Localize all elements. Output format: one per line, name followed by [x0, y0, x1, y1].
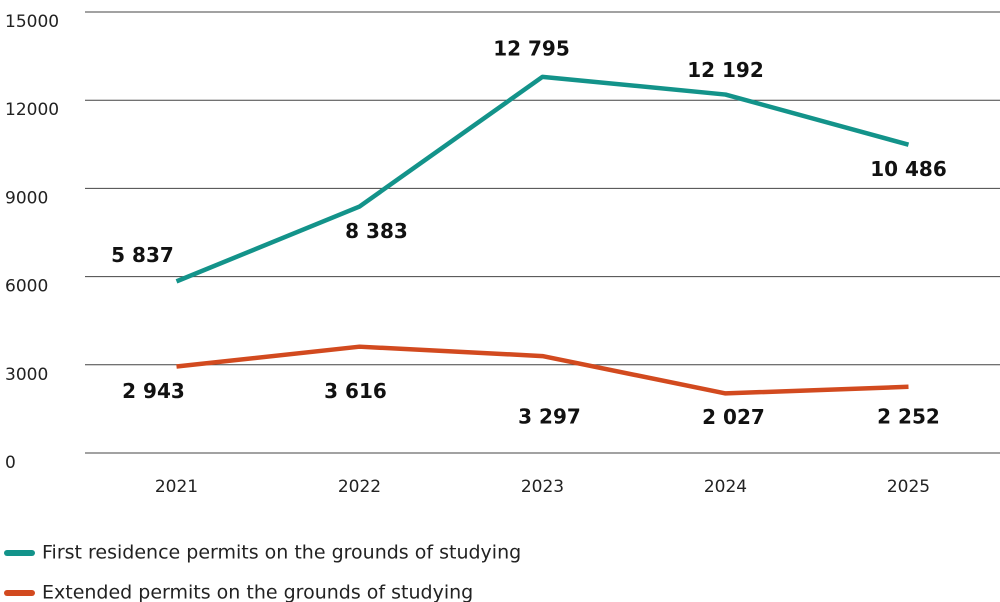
- y-tick-label: 3000: [5, 365, 48, 385]
- line: [176, 344, 909, 396]
- data-label: 8 383: [345, 219, 408, 243]
- data-label: 5 837: [111, 243, 174, 267]
- y-tick-label: 6000: [5, 277, 48, 297]
- data-label: 2 252: [877, 404, 940, 428]
- legend-label: Extended permits on the grounds of study…: [42, 582, 473, 602]
- legend-label: First residence permits on the grounds o…: [42, 542, 521, 564]
- y-tick-label: 0: [5, 453, 16, 473]
- data-label: 12 192: [687, 58, 764, 82]
- data-label: 2 943: [122, 379, 185, 403]
- y-tick-label: 9000: [5, 188, 48, 208]
- y-tick-label: 15000: [5, 12, 59, 32]
- data-label: 3 297: [518, 405, 581, 429]
- x-tick-label: 2023: [521, 477, 564, 497]
- y-tick-label: 12000: [5, 100, 59, 120]
- x-tick-label: 2022: [338, 477, 381, 497]
- data-label: 2 027: [702, 405, 765, 429]
- data-label: 12 795: [493, 36, 570, 60]
- x-tick-label: 2024: [704, 477, 747, 497]
- line: [175, 74, 910, 284]
- x-tick-label: 2025: [887, 477, 930, 497]
- x-tick-label: 2021: [155, 477, 198, 497]
- data-label: 10 486: [870, 157, 947, 181]
- data-label: 3 616: [324, 379, 387, 403]
